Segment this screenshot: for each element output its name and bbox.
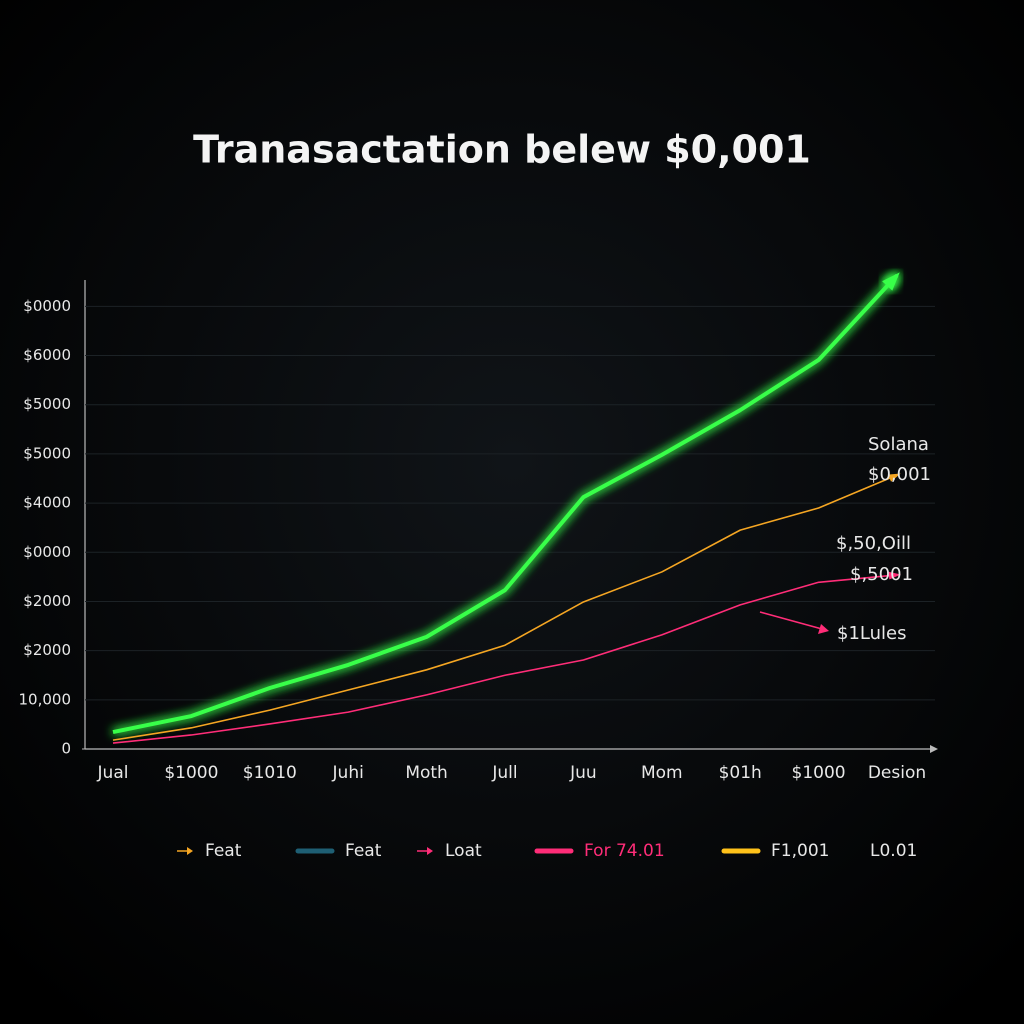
series-line bbox=[112, 474, 898, 741]
annotation: $1Lules bbox=[837, 623, 906, 644]
legend-arrowhead bbox=[187, 847, 193, 855]
chart-title: Tranasactation belew $0,001 bbox=[193, 128, 811, 172]
y-tick-label: $5000 bbox=[23, 395, 71, 413]
y-tick-label: $2000 bbox=[23, 641, 71, 659]
y-tick-label: $0000 bbox=[23, 297, 71, 315]
annotation-arrow bbox=[759, 611, 823, 630]
arrowhead bbox=[882, 272, 900, 291]
x-tick-label: $1010 bbox=[243, 763, 297, 783]
annotation-arrowhead bbox=[818, 624, 829, 634]
y-tick-label: 0 bbox=[61, 740, 71, 758]
y-tick-label: $6000 bbox=[23, 346, 71, 364]
y-tick-label: 10,000 bbox=[19, 690, 72, 708]
legend-label: For 74.01 bbox=[584, 841, 665, 861]
legend-label: L0.01 bbox=[870, 841, 917, 861]
arrowhead bbox=[888, 473, 901, 482]
legend-label: F1,001 bbox=[771, 841, 829, 861]
series-line bbox=[112, 274, 899, 734]
x-tick-label: Juu bbox=[569, 763, 597, 783]
x-tick-label: Mom bbox=[641, 763, 683, 783]
legend-arrowhead bbox=[427, 847, 433, 855]
x-tick-label: Jual bbox=[97, 763, 129, 783]
y-tick-label: $2000 bbox=[23, 592, 71, 610]
annotation: Solana bbox=[868, 434, 929, 455]
y-tick-label: $4000 bbox=[23, 494, 71, 512]
x-tick-label: $01h bbox=[719, 763, 762, 783]
annotation: $,50,Oill bbox=[836, 533, 911, 554]
series-line bbox=[112, 574, 898, 744]
x-tick-label: Juhi bbox=[332, 763, 364, 783]
y-tick-label: $5000 bbox=[23, 444, 71, 462]
annotation: $,5001 bbox=[850, 564, 913, 585]
x-tick-label: Jull bbox=[491, 763, 517, 783]
x-tick-label: Moth bbox=[405, 763, 448, 783]
x-tick-label: $1000 bbox=[164, 763, 218, 783]
axis-arrow bbox=[930, 745, 938, 753]
annotation: $0,001 bbox=[868, 464, 931, 485]
x-tick-label: $1000 bbox=[792, 763, 846, 783]
arrowhead bbox=[888, 571, 901, 580]
legend-label: Feat bbox=[205, 841, 242, 861]
legend-label: Loat bbox=[445, 841, 482, 861]
y-tick-label: $0000 bbox=[23, 543, 71, 561]
legend-label: Feat bbox=[345, 841, 382, 861]
x-tick-label: Desion bbox=[868, 763, 926, 783]
